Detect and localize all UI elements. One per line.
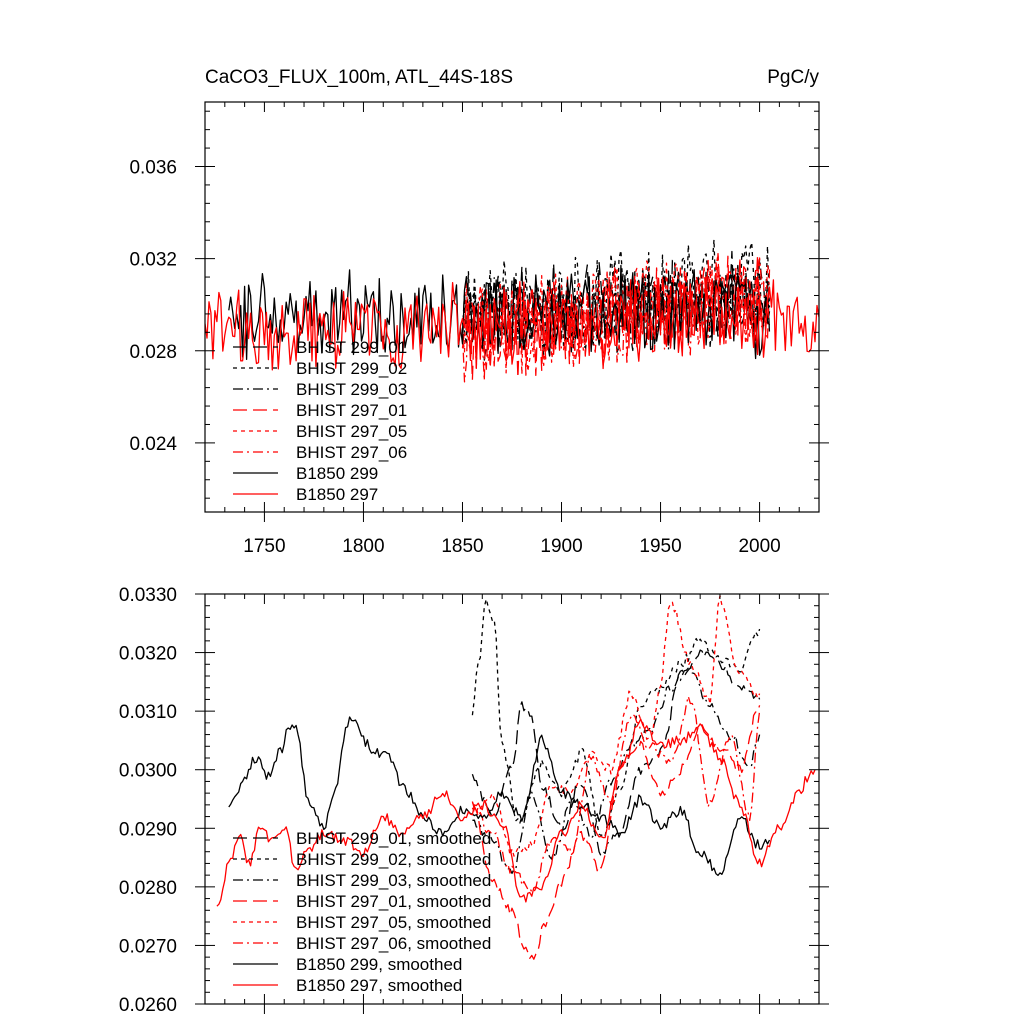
bottom-series-bhist-299-01-smoothed: [471, 649, 761, 857]
top-panel: CaCO3_FLUX_100m, ATL_44S-18S PgC/y 1750 1…: [129, 67, 829, 557]
bottom-legend-label: BHIST 297_05, smoothed: [296, 913, 491, 932]
bottom-series-bhist-297-01-smoothed: [471, 705, 761, 960]
top-legend-label: BHIST 299_02: [296, 359, 407, 378]
top-legend: BHIST 299_01 BHIST 299_02 BHIST 299_03 BHIS…: [233, 338, 407, 504]
bottom-axes: 0.0260 0.0270 0.0280 0.0290 0.0300 0.0310 0.03…: [119, 585, 829, 1016]
top-x-tick-label: 1850: [441, 536, 483, 557]
bottom-y-tick-label: 0.0300: [119, 761, 177, 782]
bottom-legend-label: B1850 299, smoothed: [296, 955, 462, 974]
bottom-y-tick-label: 0.0270: [119, 936, 177, 957]
top-legend-label: BHIST 299_03: [296, 380, 407, 399]
top-legend-label: B1850 299: [296, 464, 378, 483]
top-y-tick-label: 0.028: [129, 342, 177, 363]
top-panel-title: CaCO3_FLUX_100m, ATL_44S-18S: [205, 67, 513, 88]
bottom-legend-label: B1850 297, smoothed: [296, 976, 462, 995]
bottom-series-bhist-297-06-smoothed: [471, 695, 761, 893]
top-y-tick-label: 0.024: [129, 434, 177, 455]
bottom-y-tick-label: 0.0330: [119, 585, 177, 606]
top-plot-frame: [204, 101, 820, 513]
top-x-tick-label: 1900: [540, 536, 582, 557]
bottom-legend-label: BHIST 299_02, smoothed: [296, 850, 491, 869]
bottom-legend-label: BHIST 297_06, smoothed: [296, 934, 491, 953]
top-y-tick-label: 0.036: [129, 157, 177, 178]
top-x-tick-label: 1950: [639, 536, 681, 557]
bottom-series-bhist-299-03-smoothed: [472, 664, 761, 875]
top-y-tick-label: 0.032: [129, 250, 177, 271]
bottom-legend: BHIST 299_01, smoothed BHIST 299_02, smoo…: [233, 829, 491, 995]
bottom-series-b1850-299-smoothed: [228, 716, 771, 877]
top-series-bhist-299-02: [461, 239, 771, 349]
bottom-series-b1850-297-smoothed: [216, 718, 816, 907]
bottom-legend-label: BHIST 299_03, smoothed: [296, 871, 491, 890]
top-series-bhist-297-06: [461, 257, 771, 383]
top-x-tick-label: 1800: [342, 536, 384, 557]
bottom-legend-label: BHIST 299_01, smoothed: [296, 829, 491, 848]
top-legend-label: BHIST 297_05: [296, 422, 407, 441]
bottom-series-bhist-297-05-smoothed: [471, 595, 761, 857]
bottom-plot-area: [216, 595, 816, 960]
bottom-y-tick-label: 0.0290: [119, 819, 177, 840]
top-x-tick-label: 2000: [738, 536, 780, 557]
top-series-b1850-299: [228, 264, 771, 360]
top-series-b1850-297: [205, 276, 819, 371]
top-legend-label: B1850 297: [296, 485, 378, 504]
top-x-tick-label: 1750: [243, 536, 285, 557]
top-series-bhist-297-05: [461, 253, 771, 375]
top-axes: 1750 1800 1850 1900 1950 2000 0.024 0.028 0.032 0…: [129, 102, 829, 557]
bottom-plot-frame: [204, 593, 820, 1005]
bottom-legend-label: BHIST 297_01, smoothed: [296, 892, 491, 911]
bottom-y-tick-label: 0.0310: [119, 702, 177, 723]
top-legend-label: BHIST 299_01: [296, 338, 407, 357]
top-panel-units: PgC/y: [767, 67, 819, 88]
top-legend-label: BHIST 297_06: [296, 443, 407, 462]
bottom-panel: 0.0260 0.0270 0.0280 0.0290 0.0300 0.0310 0.03…: [119, 585, 829, 1016]
top-plot-area: [205, 239, 819, 383]
bottom-y-tick-label: 0.0320: [119, 644, 177, 665]
top-legend-label: BHIST 297_01: [296, 401, 407, 420]
bottom-y-tick-label: 0.0260: [119, 995, 177, 1016]
bottom-y-tick-label: 0.0280: [119, 878, 177, 899]
